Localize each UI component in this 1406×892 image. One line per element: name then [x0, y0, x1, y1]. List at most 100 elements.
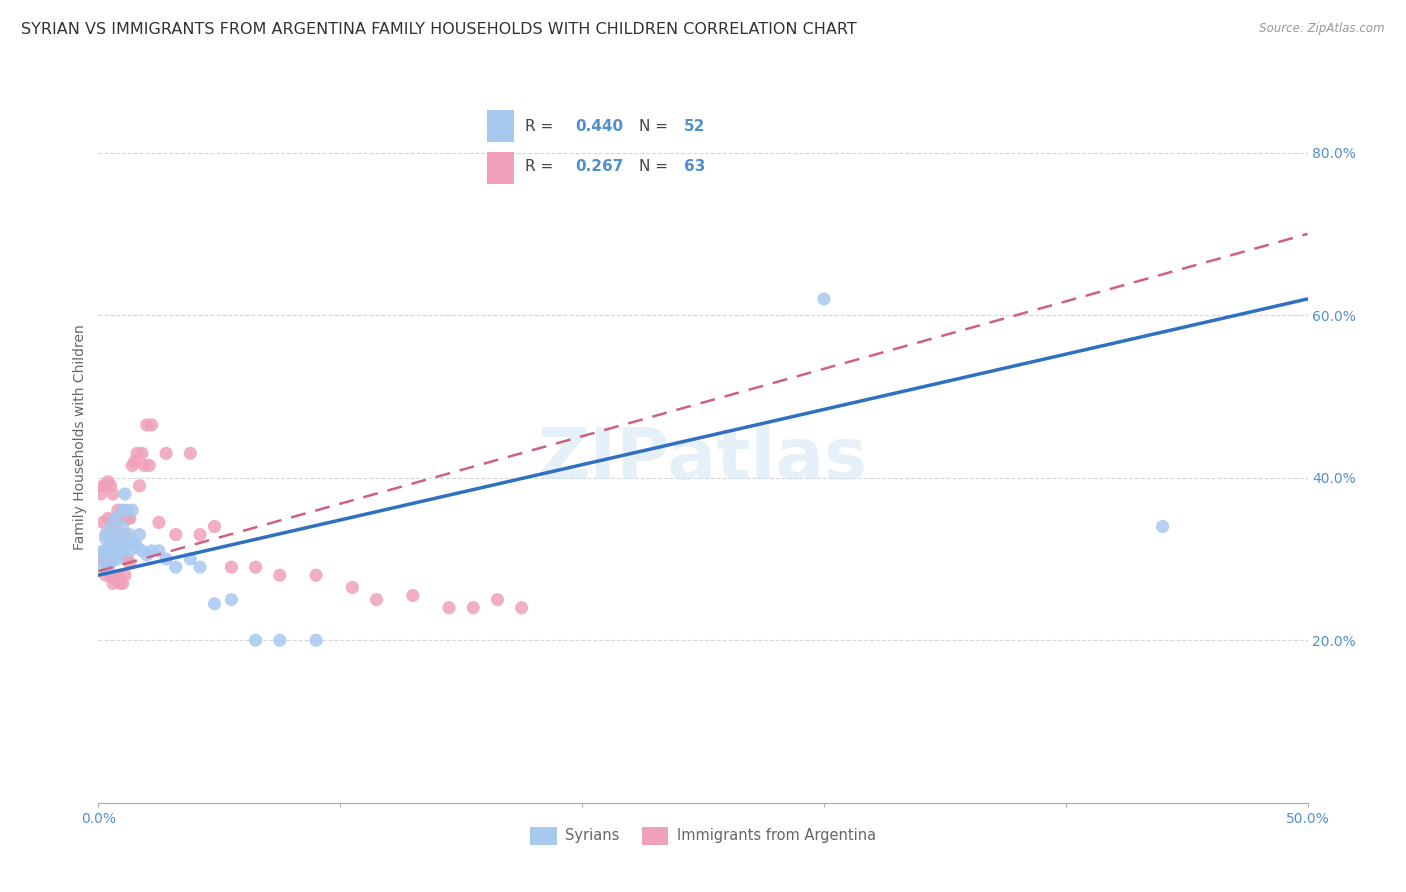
- Point: [114, 487, 136, 501]
- Point: [90, 487, 112, 501]
- Point: [188, 527, 211, 541]
- Point: [124, 535, 146, 549]
- Point: [97, 511, 120, 525]
- Point: [118, 511, 141, 525]
- Point: [114, 527, 136, 541]
- Point: [107, 544, 129, 558]
- Point: [94, 544, 117, 558]
- Point: [104, 519, 127, 533]
- Point: [101, 516, 124, 530]
- Point: [101, 544, 124, 558]
- Point: [107, 535, 129, 549]
- Point: [117, 552, 139, 566]
- Point: [117, 535, 139, 549]
- Point: [366, 592, 388, 607]
- Point: [108, 527, 131, 541]
- Point: [108, 548, 131, 562]
- Point: [104, 572, 127, 586]
- Point: [94, 527, 117, 541]
- Point: [100, 548, 122, 562]
- Point: [101, 552, 124, 566]
- Point: [97, 544, 120, 558]
- Y-axis label: Family Households with Children: Family Households with Children: [73, 324, 87, 550]
- Point: [510, 600, 533, 615]
- Point: [97, 527, 120, 541]
- Point: [437, 600, 460, 615]
- Point: [245, 560, 267, 574]
- Point: [188, 560, 211, 574]
- Point: [486, 592, 509, 607]
- Point: [463, 600, 485, 615]
- Point: [101, 576, 124, 591]
- Point: [100, 568, 122, 582]
- Point: [94, 479, 117, 493]
- Point: [90, 548, 112, 562]
- Point: [108, 576, 131, 591]
- Point: [111, 503, 134, 517]
- Point: [305, 633, 328, 648]
- Point: [104, 511, 127, 525]
- Point: [107, 568, 129, 582]
- Point: [135, 417, 157, 432]
- Point: [141, 544, 163, 558]
- Point: [165, 560, 187, 574]
- Point: [97, 556, 120, 570]
- Point: [148, 544, 170, 558]
- Point: [135, 548, 157, 562]
- Text: ZIPatlas: ZIPatlas: [538, 425, 868, 493]
- Point: [90, 552, 112, 566]
- Point: [221, 592, 243, 607]
- Point: [117, 511, 139, 525]
- Point: [127, 540, 149, 554]
- Point: [91, 560, 114, 574]
- Point: [114, 535, 136, 549]
- Point: [141, 417, 163, 432]
- Point: [111, 576, 134, 591]
- Point: [108, 511, 131, 525]
- Point: [91, 516, 114, 530]
- Point: [104, 532, 127, 546]
- Point: [118, 527, 141, 541]
- Point: [148, 516, 170, 530]
- Point: [121, 458, 143, 473]
- Point: [118, 556, 141, 570]
- Point: [131, 446, 153, 460]
- Point: [107, 540, 129, 554]
- Point: [100, 527, 122, 541]
- Point: [94, 568, 117, 582]
- Point: [131, 544, 153, 558]
- Point: [124, 454, 146, 468]
- Point: [111, 503, 134, 517]
- Point: [1152, 519, 1174, 533]
- Point: [342, 581, 364, 595]
- Point: [118, 544, 141, 558]
- Point: [100, 519, 122, 533]
- Text: SYRIAN VS IMMIGRANTS FROM ARGENTINA FAMILY HOUSEHOLDS WITH CHILDREN CORRELATION : SYRIAN VS IMMIGRANTS FROM ARGENTINA FAMI…: [21, 22, 856, 37]
- Point: [127, 446, 149, 460]
- Point: [402, 589, 425, 603]
- Point: [269, 633, 291, 648]
- Point: [165, 527, 187, 541]
- Point: [97, 560, 120, 574]
- Legend: Syrians, Immigrants from Argentina: Syrians, Immigrants from Argentina: [524, 821, 882, 850]
- Point: [155, 446, 177, 460]
- Point: [100, 544, 122, 558]
- Point: [179, 552, 201, 566]
- Point: [104, 540, 127, 554]
- Point: [117, 503, 139, 517]
- Text: Source: ZipAtlas.com: Source: ZipAtlas.com: [1260, 22, 1385, 36]
- Point: [134, 458, 156, 473]
- Point: [179, 446, 201, 460]
- Point: [94, 544, 117, 558]
- Point: [111, 519, 134, 533]
- Point: [204, 519, 226, 533]
- Point: [94, 532, 117, 546]
- Point: [107, 503, 129, 517]
- Point: [100, 479, 122, 493]
- Point: [108, 544, 131, 558]
- Point: [104, 544, 127, 558]
- Point: [221, 560, 243, 574]
- Point: [813, 292, 835, 306]
- Point: [121, 503, 143, 517]
- Point: [204, 597, 226, 611]
